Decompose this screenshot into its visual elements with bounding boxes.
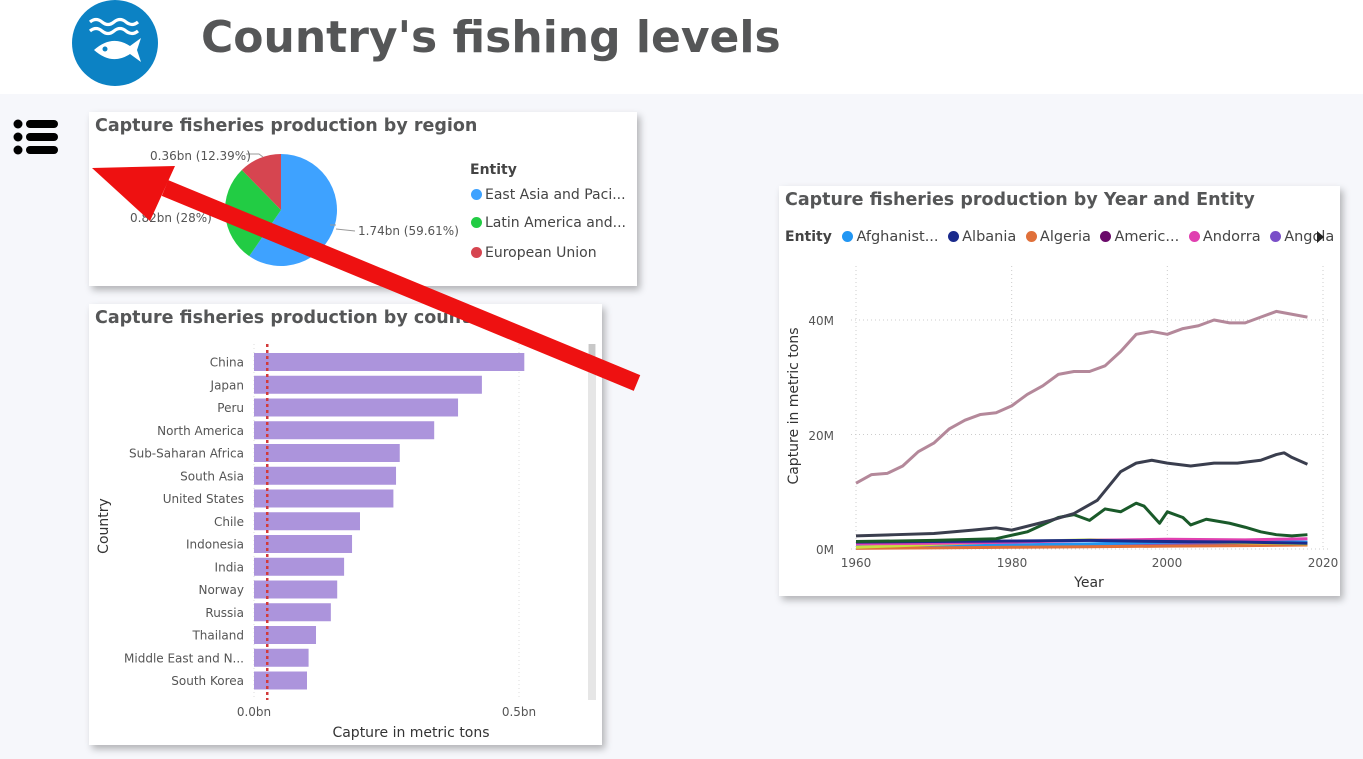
bar-category-label: Thailand <box>191 629 244 643</box>
scrollbar-track <box>588 344 596 700</box>
country-bar-card[interactable]: Capture fisheries production by country … <box>89 304 602 745</box>
page-title: Country's fishing levels <box>201 12 781 63</box>
header: Country's fishing levels <box>0 0 1363 94</box>
legend-dot <box>948 231 960 242</box>
bar <box>254 512 360 531</box>
line-xtick-1980: 1980 <box>997 556 1028 570</box>
bar <box>254 603 331 622</box>
bar-category-label: Russia <box>205 606 244 620</box>
year-entity-line-chart: 40M 20M 0M 1960 1980 2000 2020 Year Capt… <box>786 266 1339 591</box>
legend-label: European Union <box>485 245 597 261</box>
line-legend: Entity Afghanist... Albania Algeria Amer… <box>785 229 1334 245</box>
legend-dot <box>1188 231 1200 242</box>
legend-dot <box>842 231 854 242</box>
pie-label-eu: 0.36bn (12.39%) <box>150 149 251 163</box>
line-ytick-40m: 40M <box>808 314 834 328</box>
legend-dot <box>1100 231 1112 242</box>
bar-xlabel: Capture in metric tons <box>332 725 489 741</box>
bar <box>254 398 459 417</box>
pie-legend-item-east-asia[interactable]: East Asia and Paci... <box>471 187 626 203</box>
bar-ylabel: Country <box>96 498 112 554</box>
pie-label-east-asia: 1.74bn (59.61%) <box>358 224 459 238</box>
legend-dot <box>1270 231 1282 242</box>
bar <box>254 444 400 462</box>
line-legend-item-andorra[interactable]: Andorra <box>1188 229 1261 245</box>
legend-dot <box>1025 231 1037 242</box>
line-series <box>855 501 1308 544</box>
bar-category-label: Chile <box>214 515 244 529</box>
bar <box>254 557 345 576</box>
line-legend-item-albania[interactable]: Albania <box>948 229 1016 245</box>
pie-legend-item-eu[interactable]: European Union <box>471 245 597 261</box>
bar <box>254 466 397 485</box>
bar <box>254 353 525 371</box>
bar-category-label: North America <box>157 424 244 438</box>
bar <box>254 671 307 690</box>
bar <box>254 535 353 553</box>
line-xtick-2000: 2000 <box>1152 556 1183 570</box>
line-card-title: Capture fisheries production by Year and… <box>785 190 1255 210</box>
pie-label-latin-america: 0.82bn (28%) <box>130 211 212 225</box>
region-pie-card[interactable]: Capture fisheries production by region 1… <box>89 112 637 286</box>
bar-xtick-0: 0.0bn <box>237 705 271 719</box>
bar-xtick-1: 0.5bn <box>502 705 536 719</box>
legend-dot <box>471 247 482 258</box>
line-xtick-1960: 1960 <box>841 556 872 570</box>
line-legend-item-afghanistan[interactable]: Afghanist... <box>842 229 939 245</box>
bar-category-label: Japan <box>210 378 244 392</box>
pie-legend-item-latin-america[interactable]: Latin America and... <box>471 215 626 231</box>
bar <box>254 580 338 599</box>
bar <box>254 626 317 644</box>
bar-category-label: South Korea <box>171 674 244 688</box>
line-ytick-20m: 20M <box>808 429 834 443</box>
bar-category-label: Norway <box>198 583 244 597</box>
legend-label: East Asia and Paci... <box>485 187 626 203</box>
bar-category-label: India <box>215 560 244 574</box>
bar-category-label: Sub-Saharan Africa <box>129 447 244 461</box>
bar-category-label: China <box>210 356 244 370</box>
pie-card-title: Capture fisheries production by region <box>95 116 478 136</box>
line-series <box>855 309 1308 485</box>
pie-legend-title: Entity <box>470 162 517 178</box>
line-series <box>855 543 1308 550</box>
bar-category-label: South Asia <box>180 469 244 483</box>
bar <box>254 648 309 667</box>
line-series <box>855 451 1309 538</box>
legend-next-arrow-icon[interactable] <box>1317 231 1324 243</box>
line-legend-item-american[interactable]: Americ... <box>1100 229 1179 245</box>
bar-category-label: United States <box>163 492 244 506</box>
fish-waves-icon <box>72 0 158 86</box>
line-ytick-0m: 0M <box>816 543 834 557</box>
legend-dot <box>471 189 482 200</box>
line-legend-title: Entity <box>785 229 832 245</box>
bar-category-label: Indonesia <box>186 538 244 552</box>
line-ylabel: Capture in metric tons <box>786 327 802 484</box>
scrollbar-thumb <box>589 344 595 360</box>
legend-dot <box>471 217 482 228</box>
country-bar-chart: China Japan Peru North America Sub-Saharan A… <box>96 344 596 741</box>
bar <box>254 421 435 440</box>
list-icon[interactable] <box>13 119 59 155</box>
line-xtick-2020: 2020 <box>1308 556 1339 570</box>
bar <box>254 375 482 394</box>
bar-category-label: Peru <box>217 401 244 415</box>
line-legend-item-algeria[interactable]: Algeria <box>1025 229 1091 245</box>
legend-label: Latin America and... <box>485 215 626 231</box>
line-xlabel: Year <box>1073 575 1104 591</box>
bar-category-label: Middle East and N... <box>124 651 244 665</box>
year-entity-line-card[interactable]: Capture fisheries production by Year and… <box>779 186 1340 596</box>
bar <box>254 489 394 508</box>
